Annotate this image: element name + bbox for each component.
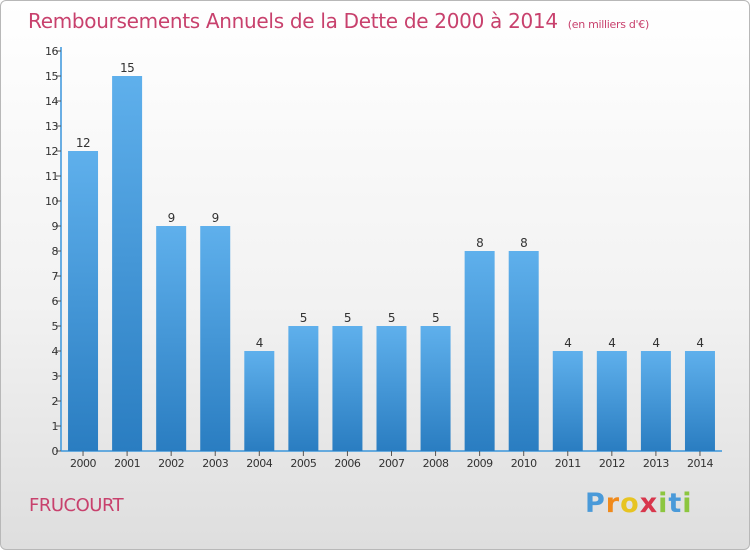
bar xyxy=(244,351,275,451)
data-label: 5 xyxy=(432,311,439,325)
x-tick-label: 2014 xyxy=(687,457,713,470)
logo-letter: x xyxy=(639,488,659,519)
x-tick-label: 2000 xyxy=(70,457,96,470)
bar xyxy=(596,351,627,451)
y-tick-label: 5 xyxy=(52,320,59,333)
y-tick-label: 14 xyxy=(45,95,58,108)
y-tick-label: 10 xyxy=(45,195,58,208)
bar xyxy=(200,226,231,451)
bar xyxy=(420,326,451,451)
data-label: 5 xyxy=(300,311,307,325)
logo-letter: r xyxy=(605,488,621,519)
y-tick-label: 8 xyxy=(52,245,59,258)
bar xyxy=(376,326,407,451)
logo-letter: i xyxy=(658,488,669,519)
data-label: 4 xyxy=(256,336,263,350)
data-label: 15 xyxy=(120,61,134,75)
bar xyxy=(68,151,99,451)
chart-subtitle: (en milliers d'€) xyxy=(567,18,649,31)
data-label: 4 xyxy=(608,336,615,350)
x-tick-label: 2012 xyxy=(599,457,625,470)
data-label: 5 xyxy=(344,311,351,325)
data-label: 12 xyxy=(76,136,90,150)
x-tick-label: 2013 xyxy=(643,457,669,470)
bar xyxy=(464,251,495,451)
x-tick-label: 2004 xyxy=(246,457,272,470)
bar xyxy=(508,251,539,451)
x-tick-label: 2008 xyxy=(423,457,449,470)
data-label: 8 xyxy=(520,236,527,250)
y-tick-label: 13 xyxy=(45,120,58,133)
x-tick-label: 2006 xyxy=(334,457,360,470)
x-tick-label: 2009 xyxy=(467,457,493,470)
commune-name: FRUCOURT xyxy=(29,495,124,516)
bar xyxy=(552,351,583,451)
logo-letter: P xyxy=(585,488,606,519)
chart-title: Remboursements Annuels de la Dette de 20… xyxy=(28,9,649,33)
data-label: 4 xyxy=(564,336,571,350)
bar xyxy=(684,351,715,451)
y-tick-label: 3 xyxy=(52,370,59,383)
x-tick-label: 2005 xyxy=(290,457,316,470)
x-tick-label: 2002 xyxy=(158,457,184,470)
data-label: 9 xyxy=(212,211,219,225)
logo-letter: i xyxy=(682,488,693,519)
bar xyxy=(156,226,187,451)
bar xyxy=(288,326,319,451)
logo-letter: o xyxy=(620,488,640,519)
y-tick-label: 15 xyxy=(45,70,58,83)
y-tick-label: 16 xyxy=(45,45,58,58)
y-tick-label: 1 xyxy=(52,420,59,433)
data-label: 8 xyxy=(476,236,483,250)
x-tick-label: 2011 xyxy=(555,457,581,470)
bar xyxy=(640,351,671,451)
y-tick-label: 2 xyxy=(52,395,59,408)
data-label: 5 xyxy=(388,311,395,325)
data-label: 4 xyxy=(652,336,659,350)
y-tick-label: 12 xyxy=(45,145,58,158)
y-tick-label: 0 xyxy=(52,445,59,458)
y-tick-label: 7 xyxy=(52,270,59,283)
x-tick-label: 2003 xyxy=(202,457,228,470)
bar xyxy=(332,326,363,451)
x-tick-label: 2001 xyxy=(114,457,140,470)
y-tick-label: 11 xyxy=(45,170,58,183)
logo-letter: t xyxy=(668,488,683,519)
x-tick-label: 2010 xyxy=(511,457,537,470)
chart-title-text: Remboursements Annuels de la Dette de 20… xyxy=(28,9,558,33)
data-label: 4 xyxy=(696,336,703,350)
y-tick-label: 9 xyxy=(52,220,59,233)
y-tick-label: 6 xyxy=(52,295,59,308)
bar xyxy=(112,76,143,451)
x-tick-label: 2007 xyxy=(379,457,405,470)
y-tick-label: 4 xyxy=(52,345,59,358)
data-label: 9 xyxy=(168,211,175,225)
proxiti-logo: Proxiti xyxy=(585,488,693,519)
